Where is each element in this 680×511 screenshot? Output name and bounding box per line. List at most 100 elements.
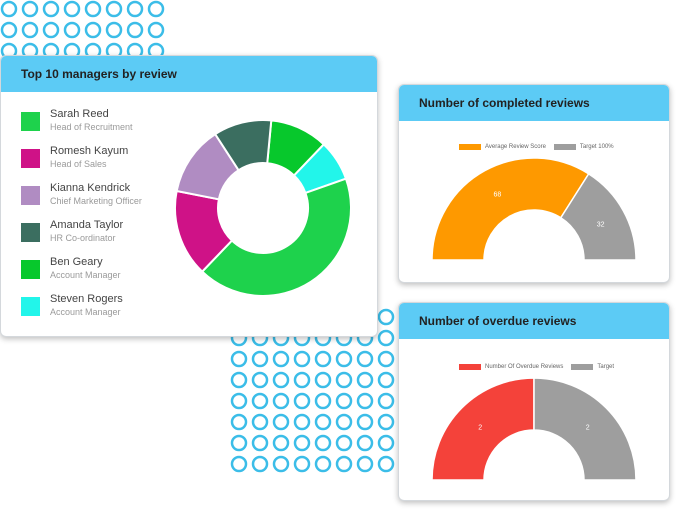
gauge-value-label: 68 — [493, 191, 501, 198]
decorative-dot — [272, 392, 290, 410]
legend-entry-average-score[interactable]: Average Review Score — [459, 144, 546, 150]
legend-entry-overdue[interactable]: Number Of Overdue Reviews — [459, 364, 563, 370]
manager-legend-text: Amanda Taylor HR Co-ordinator — [50, 219, 123, 245]
donut-slice[interactable] — [213, 119, 273, 172]
decorative-dot — [230, 413, 248, 431]
decorative-dot — [293, 371, 311, 389]
manager-role: Head of Recruitment — [50, 122, 133, 132]
manager-legend-item[interactable]: Steven Rogers Account Manager — [21, 293, 142, 330]
manager-role: HR Co-ordinator — [50, 233, 116, 243]
legend-label: Average Review Score — [485, 144, 546, 150]
decorative-dot — [147, 21, 165, 39]
manager-role: Account Manager — [50, 270, 121, 280]
decorative-dot — [356, 392, 374, 410]
manager-legend-item[interactable]: Romesh Kayum Head of Sales — [21, 145, 142, 182]
decorative-dot — [377, 413, 395, 431]
gauge-segment[interactable] — [533, 377, 637, 481]
decorative-dot — [356, 434, 374, 452]
decorative-dot — [126, 21, 144, 39]
donut-slice[interactable] — [200, 177, 352, 297]
decorative-dot — [0, 21, 18, 39]
managers-donut-chart — [174, 119, 352, 297]
manager-legend-item[interactable]: Kianna Kendrick Chief Marketing Officer — [21, 182, 142, 219]
manager-color-swatch — [21, 149, 40, 168]
manager-legend-text: Ben Geary Account Manager — [50, 256, 121, 282]
decorative-dot — [293, 434, 311, 452]
managers-legend: Sarah Reed Head of Recruitment Romesh Kayu… — [21, 108, 142, 330]
gauge-segment[interactable] — [431, 157, 590, 261]
decorative-dot — [105, 21, 123, 39]
decorative-dot — [272, 434, 290, 452]
decorative-dot — [105, 0, 123, 18]
gauge-segment[interactable] — [559, 172, 637, 261]
decorative-dot — [377, 455, 395, 473]
manager-legend-text: Romesh Kayum Head of Sales — [50, 145, 128, 171]
decorative-dot — [21, 0, 39, 18]
manager-name: Sarah Reed — [50, 108, 109, 120]
decorative-dot — [335, 413, 353, 431]
decorative-dot — [293, 455, 311, 473]
decorative-dot — [230, 434, 248, 452]
manager-legend-text: Kianna Kendrick Chief Marketing Officer — [50, 182, 142, 208]
decorative-dot — [84, 21, 102, 39]
manager-role: Chief Marketing Officer — [50, 196, 142, 206]
decorative-dot — [335, 455, 353, 473]
decorative-dot — [251, 350, 269, 368]
legend-swatch — [459, 364, 481, 370]
gauge-value-label: 2 — [586, 424, 590, 431]
manager-legend-text: Sarah Reed Head of Recruitment — [50, 108, 133, 134]
decorative-dot — [335, 434, 353, 452]
manager-name: Kianna Kendrick — [50, 182, 131, 194]
decorative-dot — [356, 413, 374, 431]
decorative-dot — [314, 455, 332, 473]
decorative-dot — [335, 392, 353, 410]
decorative-dot — [335, 350, 353, 368]
decorative-dot — [21, 21, 39, 39]
gauge-segment[interactable] — [431, 377, 535, 481]
manager-name: Amanda Taylor — [50, 219, 124, 231]
decorative-dot — [377, 329, 395, 347]
dot-pattern-top — [0, 0, 165, 60]
decorative-dot — [251, 434, 269, 452]
gauge-value-label: 32 — [597, 221, 605, 228]
decorative-dot — [314, 371, 332, 389]
decorative-dot — [293, 413, 311, 431]
managers-card-title: Top 10 managers by review — [1, 56, 377, 92]
manager-legend-item[interactable]: Sarah Reed Head of Recruitment — [21, 108, 142, 145]
manager-name: Steven Rogers — [50, 293, 123, 305]
legend-swatch — [553, 144, 576, 150]
legend-entry-target[interactable]: Target 100% — [553, 144, 614, 150]
decorative-dot — [356, 371, 374, 389]
decorative-dot — [272, 371, 290, 389]
decorative-dot — [356, 455, 374, 473]
decorative-dot — [63, 0, 81, 18]
decorative-dot — [126, 0, 144, 18]
legend-entry-target[interactable]: Target — [571, 364, 614, 370]
decorative-dot — [42, 0, 60, 18]
decorative-dot — [84, 0, 102, 18]
manager-legend-item[interactable]: Amanda Taylor HR Co-ordinator — [21, 219, 142, 256]
decorative-dot — [251, 371, 269, 389]
decorative-dot — [314, 392, 332, 410]
decorative-dot — [377, 392, 395, 410]
legend-swatch — [459, 144, 481, 150]
decorative-dot — [251, 413, 269, 431]
decorative-dot — [293, 392, 311, 410]
decorative-dot — [230, 455, 248, 473]
decorative-dot — [293, 350, 311, 368]
manager-legend-item[interactable]: Ben Geary Account Manager — [21, 256, 142, 293]
decorative-dot — [272, 413, 290, 431]
legend-swatch — [571, 364, 594, 370]
decorative-dot — [314, 434, 332, 452]
decorative-dot — [251, 455, 269, 473]
legend-label: Number Of Overdue Reviews — [485, 364, 564, 370]
completed-reviews-title: Number of completed reviews — [399, 85, 669, 121]
decorative-dot — [230, 392, 248, 410]
manager-role: Head of Sales — [50, 159, 107, 169]
decorative-dot — [230, 350, 248, 368]
manager-legend-text: Steven Rogers Account Manager — [50, 293, 123, 319]
decorative-dot — [377, 350, 395, 368]
decorative-dot — [314, 413, 332, 431]
decorative-dot — [272, 350, 290, 368]
decorative-dot — [230, 371, 248, 389]
